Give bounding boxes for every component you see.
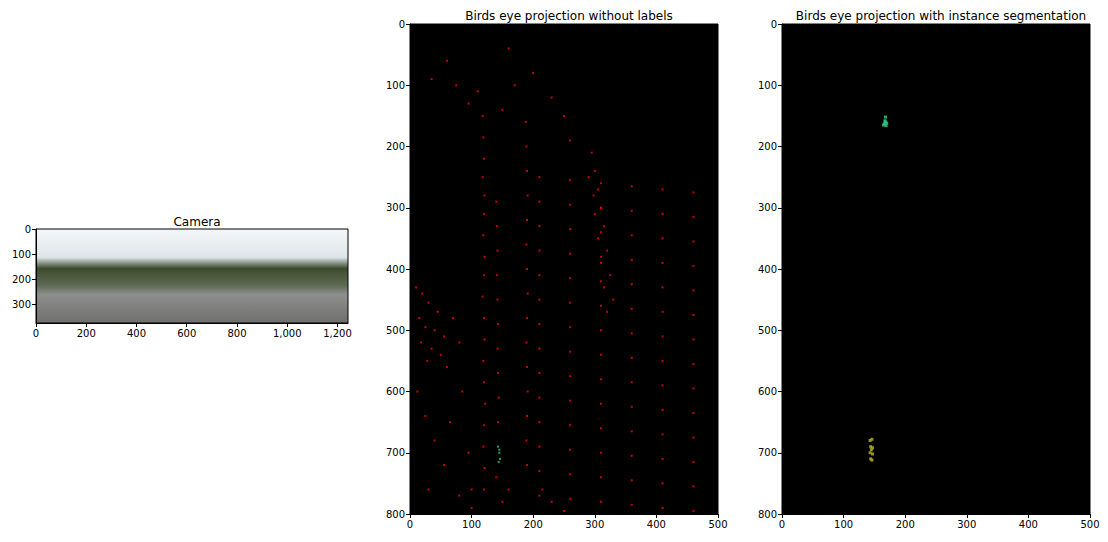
svg-text:600: 600 <box>177 328 196 339</box>
svg-text:100: 100 <box>12 249 31 260</box>
svg-text:400: 400 <box>1019 519 1038 530</box>
svg-text:400: 400 <box>386 264 405 275</box>
svg-text:Birds eye projection with inst: Birds eye projection with instance segme… <box>796 9 1086 23</box>
svg-text:200: 200 <box>386 141 405 152</box>
svg-text:600: 600 <box>386 386 405 397</box>
svg-text:600: 600 <box>758 386 777 397</box>
svg-text:200: 200 <box>758 141 777 152</box>
svg-text:300: 300 <box>957 519 976 530</box>
svg-text:Camera: Camera <box>173 215 220 229</box>
svg-text:0: 0 <box>25 224 31 235</box>
svg-text:300: 300 <box>386 202 405 213</box>
svg-text:500: 500 <box>386 325 405 336</box>
svg-text:0: 0 <box>407 519 413 530</box>
svg-text:300: 300 <box>12 299 31 310</box>
svg-text:700: 700 <box>386 447 405 458</box>
svg-text:200: 200 <box>77 328 96 339</box>
svg-text:400: 400 <box>127 328 146 339</box>
svg-text:500: 500 <box>758 325 777 336</box>
svg-text:100: 100 <box>386 80 405 91</box>
svg-text:800: 800 <box>227 328 246 339</box>
svg-text:500: 500 <box>708 519 727 530</box>
svg-text:200: 200 <box>896 519 915 530</box>
svg-text:300: 300 <box>585 519 604 530</box>
svg-text:800: 800 <box>758 509 777 520</box>
svg-text:100: 100 <box>462 519 481 530</box>
svg-text:400: 400 <box>647 519 666 530</box>
svg-text:500: 500 <box>1080 519 1099 530</box>
svg-text:0: 0 <box>779 519 785 530</box>
svg-text:Birds eye projection without l: Birds eye projection without labels <box>465 9 673 23</box>
svg-text:100: 100 <box>834 519 853 530</box>
svg-text:300: 300 <box>758 202 777 213</box>
svg-text:700: 700 <box>758 447 777 458</box>
svg-text:0: 0 <box>399 19 405 30</box>
svg-text:400: 400 <box>758 264 777 275</box>
svg-text:800: 800 <box>386 509 405 520</box>
svg-text:0: 0 <box>771 19 777 30</box>
svg-text:1,000: 1,000 <box>273 328 302 339</box>
svg-text:200: 200 <box>524 519 543 530</box>
svg-text:100: 100 <box>758 80 777 91</box>
svg-text:200: 200 <box>12 274 31 285</box>
svg-text:0: 0 <box>33 328 39 339</box>
svg-text:1,200: 1,200 <box>323 328 352 339</box>
